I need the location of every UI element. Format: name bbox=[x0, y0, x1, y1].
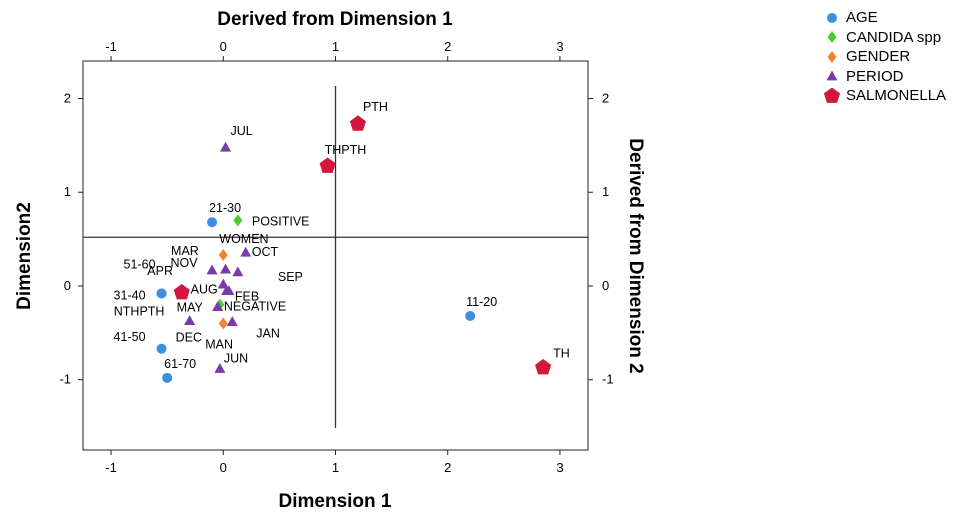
points-layer: 21-30 51-60 31-40 41-50 61-70 11-20 POSITIVE NE… bbox=[114, 100, 570, 383]
x-top-tick-label: 3 bbox=[556, 39, 563, 54]
point-31-40 bbox=[156, 288, 167, 299]
label-51-60: 51-60 bbox=[124, 257, 156, 271]
label-man: MAN bbox=[205, 337, 233, 351]
legend-triangle-icon bbox=[824, 68, 840, 84]
point-man bbox=[218, 317, 228, 330]
x-top-tick-label: -1 bbox=[105, 39, 117, 54]
right-axis-title: Derived from Dimension 2 bbox=[625, 138, 646, 373]
point-jun bbox=[214, 362, 226, 373]
label-31-40: 31-40 bbox=[114, 288, 146, 302]
label-oct: OCT bbox=[252, 245, 279, 259]
reference-lines bbox=[83, 86, 588, 428]
label-thpth: THPTH bbox=[325, 143, 367, 157]
point-may bbox=[212, 301, 224, 311]
point-11-20 bbox=[465, 310, 476, 321]
label-jun: JUN bbox=[224, 351, 248, 365]
label-aug: AUG bbox=[191, 283, 218, 297]
x-tick-label: 0 bbox=[220, 460, 227, 475]
y-tick-label: 2 bbox=[64, 90, 71, 105]
label-nthpth: NTHPTH bbox=[114, 305, 165, 319]
label-41-50: 41-50 bbox=[114, 330, 146, 344]
legend-marker bbox=[827, 50, 837, 63]
point-nov bbox=[220, 263, 232, 274]
label-61-70: 61-70 bbox=[164, 357, 196, 371]
y-right-tick-label: -1 bbox=[602, 372, 614, 387]
legend-marker bbox=[824, 87, 840, 103]
point-nthpth bbox=[173, 284, 190, 300]
legend: AGE CANDIDA spp GENDER PERIOD SALMONELLA bbox=[824, 8, 946, 106]
legend-item-period: PERIOD bbox=[824, 67, 946, 87]
legend-item-age: AGE bbox=[824, 8, 946, 28]
legend-diamond-icon bbox=[824, 49, 840, 65]
y-tick-label: 1 bbox=[64, 184, 71, 199]
legend-label: AGE bbox=[846, 9, 878, 27]
legend-label: CANDIDA spp bbox=[846, 28, 942, 46]
label-sep: SEP bbox=[278, 270, 303, 284]
y-right-tick-label: 1 bbox=[602, 184, 609, 199]
point-apr bbox=[217, 278, 229, 289]
label-pth: PTH bbox=[363, 100, 388, 114]
legend-label: SALMONELLA bbox=[846, 87, 947, 105]
y-tick-label: 0 bbox=[64, 278, 71, 293]
label-negative: NEGATIVE bbox=[224, 300, 286, 314]
point-sep bbox=[232, 266, 244, 277]
label-positive: POSITIVE bbox=[252, 214, 310, 228]
x-tick-label: 1 bbox=[332, 460, 339, 475]
label-jan: JAN bbox=[256, 327, 280, 341]
legend-marker bbox=[827, 31, 837, 44]
point-oct bbox=[240, 246, 252, 257]
ticks-layer: -1 -1 0 0 1 1 2 2 3 3 -1 -1 0 0 1 1 2 2 bbox=[59, 39, 613, 475]
point-positive bbox=[233, 214, 243, 227]
point-th bbox=[535, 359, 552, 375]
label-dec: DEC bbox=[176, 331, 202, 345]
point-21-30 bbox=[207, 217, 218, 228]
legend-diamond-icon bbox=[824, 29, 840, 45]
y-tick-label: -1 bbox=[59, 372, 71, 387]
x-top-tick-label: 2 bbox=[444, 39, 451, 54]
legend-marker bbox=[827, 12, 837, 23]
legend-label: PERIOD bbox=[846, 67, 904, 85]
point-pth bbox=[349, 115, 366, 131]
x-tick-label: -1 bbox=[105, 460, 117, 475]
label-21-30: 21-30 bbox=[209, 201, 241, 215]
label-nov: NOV bbox=[171, 256, 199, 270]
label-11-20: 11-20 bbox=[466, 295, 497, 309]
label-feb: FEB bbox=[235, 290, 259, 304]
label-jul: JUL bbox=[231, 124, 253, 138]
label-may: MAY bbox=[177, 301, 204, 315]
x-top-tick-label: 1 bbox=[332, 39, 339, 54]
legend-pentagon-icon bbox=[824, 87, 840, 104]
top-axis-title: Derived from Dimension 1 bbox=[217, 9, 453, 30]
legend-item-gender: GENDER bbox=[824, 47, 946, 67]
legend-circle-icon bbox=[824, 10, 840, 26]
legend-item-candida-spp: CANDIDA spp bbox=[824, 28, 946, 48]
point-mar bbox=[206, 264, 218, 275]
legend-label: GENDER bbox=[846, 48, 911, 66]
x-axis-title: Dimension 1 bbox=[279, 491, 392, 512]
label-women: WOMEN bbox=[219, 232, 268, 246]
point-feb bbox=[223, 285, 235, 296]
legend-marker bbox=[826, 70, 838, 81]
x-tick-label: 3 bbox=[556, 460, 563, 475]
legend-item-salmonella: SALMONELLA bbox=[824, 86, 946, 106]
y-right-tick-label: 0 bbox=[602, 278, 609, 293]
point-41-50 bbox=[156, 343, 167, 354]
label-mar: MAR bbox=[171, 244, 199, 258]
point-dec bbox=[184, 315, 196, 326]
x-tick-label: 2 bbox=[444, 460, 451, 475]
label-th: TH bbox=[553, 347, 570, 361]
x-top-tick-label: 0 bbox=[220, 39, 227, 54]
label-apr: APR bbox=[147, 264, 173, 278]
y-right-tick-label: 2 bbox=[602, 90, 609, 105]
point-women bbox=[218, 249, 228, 262]
point-thpth bbox=[319, 157, 336, 173]
point-jul bbox=[220, 141, 232, 152]
point-jan bbox=[226, 316, 238, 326]
y-axis-title: Dimension2 bbox=[14, 202, 35, 310]
point-61-70 bbox=[162, 372, 173, 383]
